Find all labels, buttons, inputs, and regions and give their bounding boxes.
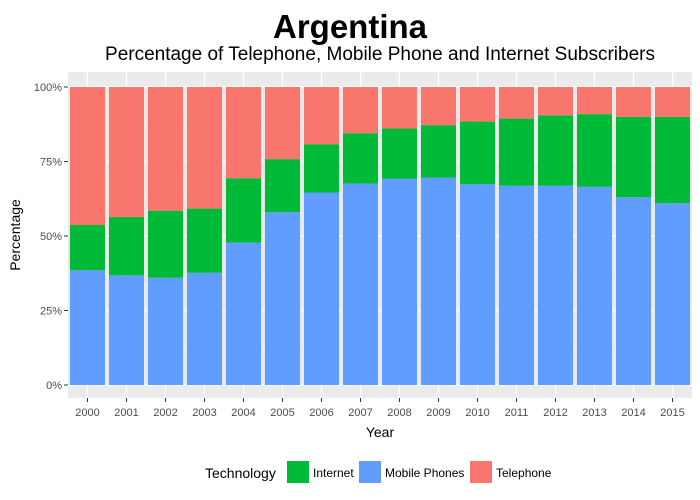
bar-mobile-phones-2005: [264, 212, 301, 385]
x-tick-label: 2005: [270, 407, 294, 419]
bar-telephone-2006: [303, 87, 340, 145]
bar-mobile-phones-2007: [342, 183, 379, 385]
x-tick-label: 2000: [75, 407, 99, 419]
bar-internet-2010: [459, 121, 496, 185]
bar-telephone-2013: [576, 87, 613, 115]
legend-swatch-telephone: [470, 461, 492, 483]
bar-telephone-2001: [108, 87, 145, 217]
bar-internet-2003: [186, 208, 223, 273]
x-tick-label: 2014: [621, 407, 645, 419]
legend-swatch-internet: [287, 461, 309, 483]
x-tick-label: 2011: [505, 407, 529, 419]
bar-mobile-phones-2006: [303, 192, 340, 385]
x-axis: 2000 2001 2002 2003 2004 2005 2006 2007 2008 2009…: [75, 398, 685, 419]
bar-internet-2009: [420, 125, 457, 178]
bar-mobile-phones-2012: [537, 185, 574, 385]
x-axis-label: Year: [366, 424, 395, 440]
chart-subtitle: Percentage of Telephone, Mobile Phone an…: [105, 44, 655, 65]
bar-internet-2006: [303, 144, 340, 193]
bar-internet-2011: [498, 118, 535, 186]
bar-internet-2008: [381, 128, 418, 179]
bar-telephone-2014: [615, 87, 652, 117]
y-tick-label: 0%: [46, 380, 62, 392]
bar-internet-2014: [615, 116, 652, 198]
x-tick-label: 2012: [543, 407, 567, 419]
x-tick-label: 2010: [465, 407, 489, 419]
bar-telephone-2012: [537, 87, 574, 116]
legend-swatch-mobile-phones: [359, 461, 381, 483]
x-tick-label: 2015: [660, 407, 684, 419]
y-axis: 0% 25% 50% 75% 100%: [34, 82, 68, 392]
legend-label-internet: Internet: [313, 466, 354, 480]
bar-telephone-2003: [186, 87, 223, 209]
x-tick-label: 2007: [348, 407, 372, 419]
bar-telephone-2010: [459, 87, 496, 122]
legend-title: Technology: [205, 465, 276, 481]
bar-internet-2015: [654, 116, 691, 204]
bar-mobile-phones-2014: [615, 197, 652, 385]
x-tick-label: 2006: [309, 407, 333, 419]
bar-telephone-2002: [147, 87, 184, 211]
bar-internet-2002: [147, 210, 184, 278]
bar-internet-2007: [342, 133, 379, 184]
y-tick-label: 100%: [34, 82, 62, 94]
bar-mobile-phones-2008: [381, 178, 418, 385]
y-tick-label: 50%: [40, 231, 62, 243]
bar-mobile-phones-2003: [186, 272, 223, 385]
bar-mobile-phones-2000: [69, 270, 106, 385]
bar-internet-2012: [537, 115, 574, 186]
bar-telephone-2009: [420, 87, 457, 126]
bar-internet-2005: [264, 159, 301, 213]
bar-mobile-phones-2009: [420, 177, 457, 385]
bar-mobile-phones-2013: [576, 186, 613, 385]
x-tick-label: 2001: [114, 407, 138, 419]
bar-internet-2000: [69, 224, 106, 271]
bar-internet-2001: [108, 216, 145, 276]
bar-telephone-2004: [225, 87, 262, 179]
chart-title: Argentina: [272, 8, 427, 45]
bar-telephone-2015: [654, 87, 691, 117]
bar-mobile-phones-2015: [654, 203, 691, 385]
bar-mobile-phones-2002: [147, 277, 184, 385]
x-tick-label: 2002: [153, 407, 177, 419]
legend-label-mobile-phones: Mobile Phones: [385, 466, 464, 480]
y-tick-label: 75%: [40, 157, 62, 169]
bar-telephone-2011: [498, 87, 535, 119]
x-tick-label: 2004: [231, 407, 255, 419]
bars: [69, 87, 691, 385]
bar-internet-2013: [576, 114, 613, 187]
x-tick-label: 2008: [387, 407, 411, 419]
bar-mobile-phones-2001: [108, 275, 145, 385]
bar-mobile-phones-2004: [225, 242, 262, 385]
y-tick-label: 25%: [40, 306, 62, 318]
bar-mobile-phones-2010: [459, 184, 496, 385]
bar-telephone-2000: [69, 87, 106, 225]
y-axis-label: Percentage: [7, 199, 23, 271]
bar-telephone-2007: [342, 87, 379, 134]
x-tick-label: 2013: [582, 407, 606, 419]
legend: Technology Internet Mobile Phones Telephone: [205, 461, 552, 483]
x-tick-label: 2009: [426, 407, 450, 419]
bar-internet-2004: [225, 178, 262, 243]
x-tick-label: 2003: [192, 407, 216, 419]
legend-label-telephone: Telephone: [496, 466, 552, 480]
bar-telephone-2008: [381, 87, 418, 129]
bar-telephone-2005: [264, 87, 301, 160]
bar-mobile-phones-2011: [498, 185, 535, 385]
